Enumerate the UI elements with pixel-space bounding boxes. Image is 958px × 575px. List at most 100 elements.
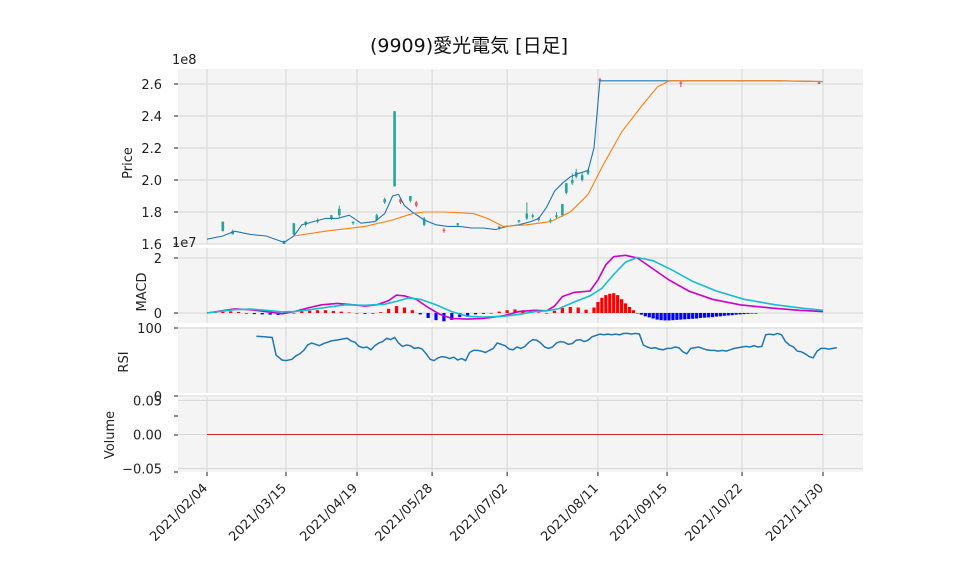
macd-histogram-bar	[596, 302, 600, 313]
macd-histogram-bar	[252, 313, 256, 315]
candle-body	[555, 215, 558, 217]
macd-histogram-bar	[639, 313, 643, 315]
macd-histogram-bar	[505, 310, 509, 313]
macd-histogram-bar	[426, 313, 430, 318]
x-tick-label: 2021/03/15	[226, 481, 290, 545]
macd-histogram-bar	[568, 306, 572, 313]
macd-histogram-bar	[726, 313, 730, 316]
price-tick-label: 2.4	[141, 110, 162, 125]
candle-body	[679, 82, 683, 84]
macd-histogram-bar	[635, 313, 640, 314]
macd-histogram-bar	[339, 311, 343, 313]
rsi-tick-label: 100	[137, 322, 162, 337]
macd-histogram-bar	[663, 313, 667, 321]
price-ma-line	[293, 80, 824, 237]
rsi-axis-label: RSI	[117, 351, 132, 372]
macd-histogram-bar	[671, 313, 675, 321]
price-tick-label: 1.6	[141, 238, 162, 253]
macd-histogram-bar	[466, 313, 470, 316]
macd-histogram-bar	[434, 313, 438, 321]
candle-body	[383, 199, 386, 203]
macd-panel	[178, 248, 863, 323]
price-tick-label: 2.0	[141, 174, 162, 189]
macd-histogram-bar	[481, 313, 486, 314]
macd-histogram-bar	[387, 308, 391, 313]
price-series	[206, 77, 824, 244]
macd-histogram-bar	[627, 306, 632, 313]
macd-histogram-bar	[754, 313, 758, 314]
x-tick-label: 2021/07/02	[448, 481, 512, 545]
macd-histogram-bar	[718, 313, 722, 317]
macd-histogram-bar	[620, 299, 624, 313]
candle-body	[292, 223, 296, 235]
volume-tick-label: 0.00	[133, 429, 162, 444]
macd-histogram-bar	[623, 303, 628, 313]
macd-histogram-bar	[450, 313, 454, 320]
macd-histogram-bar	[738, 313, 742, 315]
macd-scale-label: 1e7	[172, 236, 197, 251]
macd-histogram-bar	[402, 307, 407, 313]
macd-histogram-bar	[410, 310, 414, 313]
candle-body	[817, 82, 821, 84]
rsi-panel	[178, 327, 863, 393]
macd-histogram-bar	[544, 313, 549, 314]
macd-histogram-bar	[750, 313, 754, 314]
macd-histogram-bar	[734, 313, 738, 315]
macd-series	[206, 254, 824, 322]
macd-histogram-bar	[714, 313, 718, 317]
chart-title: (9909)愛光電気 [日足]	[370, 35, 568, 57]
macd-histogram-bar	[489, 313, 493, 314]
macd-histogram-bar	[612, 293, 616, 313]
macd-histogram-bar	[308, 310, 312, 313]
macd-histogram-bar	[691, 313, 695, 319]
volume-tick-label: 0.05	[133, 394, 162, 409]
candle-body	[399, 199, 402, 203]
candle-body	[393, 111, 396, 187]
macd-histogram-bar	[687, 313, 691, 320]
candle-body	[422, 218, 426, 225]
macd-histogram-bar	[742, 313, 746, 315]
candle-body	[351, 221, 355, 224]
price-panel	[178, 69, 863, 244]
macd-histogram-bar	[643, 313, 647, 317]
macd-histogram-bar	[608, 293, 612, 313]
macd-histogram-bar	[355, 313, 359, 314]
candle-body	[561, 204, 564, 216]
macd-histogram-bar	[347, 312, 351, 314]
macd-histogram-bar	[706, 313, 711, 318]
macd-histogram-bar	[683, 313, 687, 320]
macd-histogram-bar	[331, 311, 335, 313]
macd-histogram-bar	[394, 306, 399, 313]
rsi-line	[256, 332, 837, 362]
price-scale-label: 1e8	[172, 53, 197, 68]
macd-histogram-bar	[592, 307, 596, 313]
candle-body	[409, 196, 412, 201]
macd-histogram-bar	[323, 310, 328, 313]
macd-histogram-bar	[229, 311, 233, 313]
macd-histogram-bar	[722, 313, 726, 316]
macd-histogram-bar	[659, 313, 663, 321]
x-tick-label: 2021/08/11	[538, 481, 602, 545]
macd-histogram-bar	[418, 313, 422, 315]
macd-histogram-bar	[221, 311, 225, 313]
macd-histogram-bar	[497, 311, 501, 313]
x-tick-label: 2021/10/22	[682, 481, 746, 545]
x-tick-label: 2021/02/04	[147, 481, 211, 545]
price-tick-label: 2.6	[141, 78, 162, 93]
macd-histogram-bar	[667, 313, 671, 321]
macd-histogram-bar	[616, 295, 620, 313]
macd-histogram-bar	[473, 313, 478, 315]
macd-histogram-bar	[710, 313, 715, 318]
price-tick-label: 1.8	[141, 206, 162, 221]
macd-tick-label: 2	[154, 252, 162, 267]
macd-histogram-bar	[244, 313, 249, 314]
price-tick-label: 2.2	[141, 142, 162, 157]
candle-body	[456, 223, 460, 225]
macd-signal-line	[206, 256, 824, 318]
candle-body	[375, 215, 379, 220]
rsi-tick-label: 0	[154, 390, 162, 405]
candle-body	[517, 220, 521, 222]
macd-histogram-bar	[679, 313, 683, 320]
macd-histogram-bar	[458, 313, 462, 318]
